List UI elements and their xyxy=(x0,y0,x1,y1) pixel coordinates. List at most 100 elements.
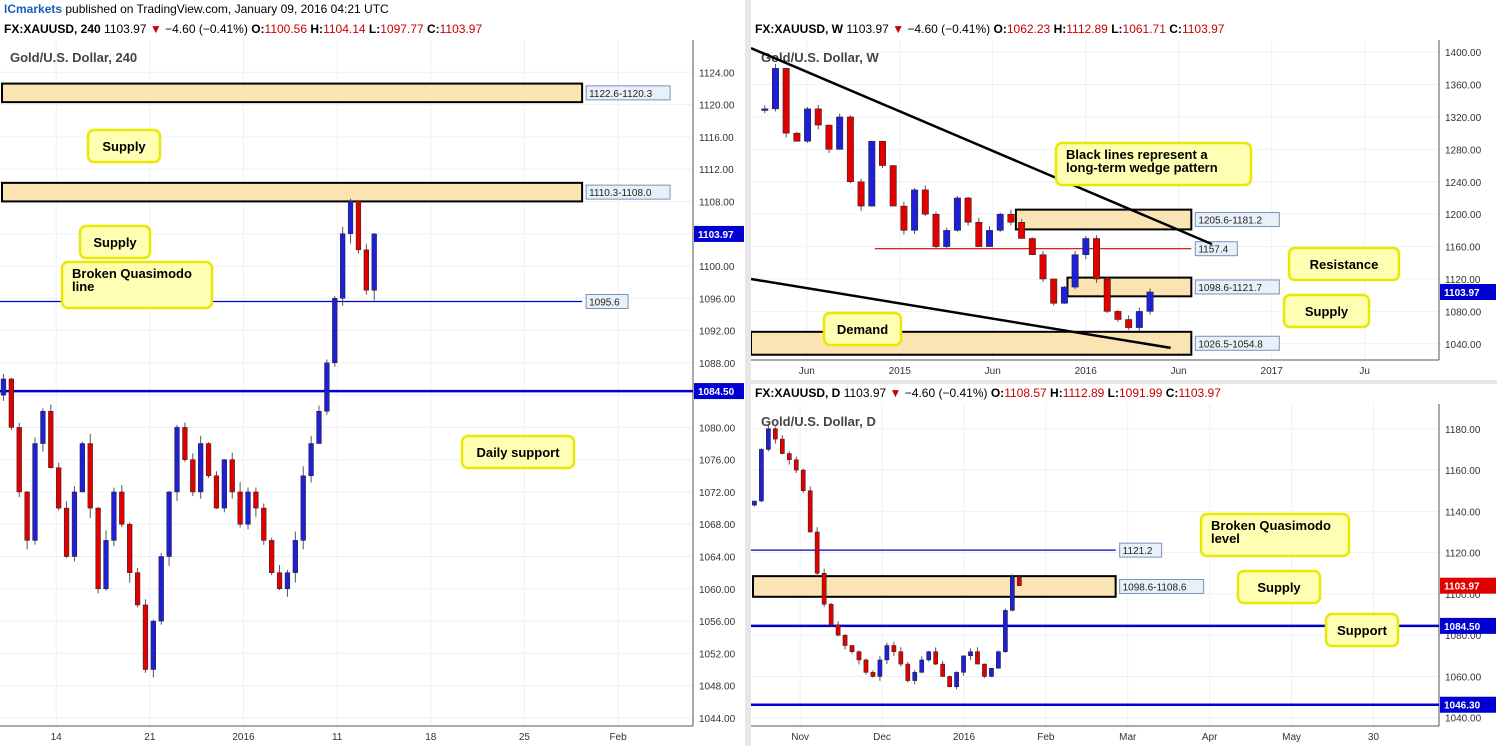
chart-canvas-h4[interactable]: 14 21 2016 11 18 25 Feb 1044.00 1048.00 1052.00 10… xyxy=(0,40,745,746)
candle-body xyxy=(1010,577,1015,611)
zone-label-box xyxy=(585,184,671,200)
candle-body xyxy=(308,443,314,477)
candle-body xyxy=(371,233,377,291)
candle-body xyxy=(961,655,966,673)
close-value: 1103.97 xyxy=(439,22,483,36)
y-tick-label: 1180.00 xyxy=(1445,425,1481,436)
publisher-text: published on TradingView.com, January 09… xyxy=(65,2,389,16)
y-tick-label: 1200.00 xyxy=(1445,210,1482,221)
candle-body xyxy=(292,540,298,573)
x-tick-label: 14 xyxy=(51,732,63,743)
zone-label: 1098.6-1108.6 xyxy=(1123,582,1187,593)
y-tick-label: 1240.00 xyxy=(1445,178,1482,189)
publisher-brand[interactable]: ICmarkets xyxy=(4,2,63,16)
symbol-header-h4: FX:XAUUSD, 240 1103.97 ▼ −4.60 (−0.41%) … xyxy=(4,22,483,36)
panel-divider-horizontal[interactable] xyxy=(751,380,1497,384)
candle-body xyxy=(804,108,812,142)
zone-box xyxy=(1,181,584,203)
candle-body xyxy=(877,659,883,677)
candle-body xyxy=(1103,278,1111,312)
zone-label: 1205.6-1181.2 xyxy=(1198,216,1262,227)
price-change: −4.60 (−0.41%) xyxy=(907,22,991,36)
x-tick-label: Mar xyxy=(1119,732,1137,743)
candle-body xyxy=(340,233,346,299)
callout-box xyxy=(460,434,576,470)
callout-text: Broken Quasimodo xyxy=(72,266,192,281)
candle-body xyxy=(842,634,848,646)
x-tick-label: 2016 xyxy=(232,732,255,743)
symbol-header-daily: FX:XAUUSD, D 1103.97 ▼ −4.60 (−0.41%) O:… xyxy=(755,386,1221,400)
chart-panel-h4[interactable]: FX:XAUUSD, 240 1103.97 ▼ −4.60 (−0.41%) … xyxy=(0,20,745,746)
candle-body xyxy=(347,201,354,234)
level-axis-badge-text: 1084.50 xyxy=(1444,622,1481,633)
candle-body xyxy=(900,205,908,231)
y-tick-label: 1064.00 xyxy=(699,553,736,564)
callout-text: long-term wedge pattern xyxy=(1066,160,1218,175)
candle-body xyxy=(63,507,70,557)
candle-body xyxy=(863,659,869,673)
candle-body xyxy=(911,189,919,231)
candle-body xyxy=(56,467,62,509)
chart-panel-weekly[interactable]: FX:XAUUSD, W 1103.97 ▼ −4.60 (−0.41%) O:… xyxy=(751,20,1497,380)
candle-body xyxy=(968,651,973,657)
y-tick-label: 1048.00 xyxy=(699,682,736,693)
chart-canvas-weekly[interactable]: Jun 2015 Jun 2016 Jun 2017 Ju 1040.00 1080.00 112… xyxy=(751,40,1497,380)
candle-body xyxy=(1082,238,1090,255)
zone-label-box xyxy=(1194,212,1280,228)
chart-panel-daily[interactable]: FX:XAUUSD, D 1103.97 ▼ −4.60 (−0.41%) O:… xyxy=(751,384,1497,746)
y-tick-label: 1056.00 xyxy=(699,617,736,628)
level-label: 1121.2 xyxy=(1123,546,1153,557)
candle-body xyxy=(836,116,844,150)
chart-canvas-daily[interactable]: Nov Dec 2016 Feb Mar Apr May 30 1040.00 1060.00 10… xyxy=(751,404,1497,746)
zone-box xyxy=(1014,208,1193,231)
callout-box xyxy=(1054,141,1253,187)
candle-body xyxy=(786,453,792,460)
candle-body xyxy=(95,507,101,590)
candle-body xyxy=(912,672,918,681)
last-price: 1103.97 xyxy=(846,22,889,36)
candle-body xyxy=(814,108,822,126)
candle-body xyxy=(868,141,876,207)
y-tick-label: 1068.00 xyxy=(699,520,736,531)
candle-body xyxy=(793,459,799,471)
candle-body xyxy=(158,556,164,622)
y-tick-label: 1044.00 xyxy=(699,714,736,725)
candle-body xyxy=(828,603,834,626)
x-tick-label: 21 xyxy=(144,732,156,743)
candle-body xyxy=(996,213,1004,231)
level-axis-badge-text: 1046.30 xyxy=(1444,701,1481,712)
candle-body xyxy=(190,459,196,493)
zone-label-box xyxy=(1194,335,1280,351)
callout-text: Broken Quasimodo xyxy=(1211,518,1331,533)
candle-body xyxy=(759,449,764,502)
y-tick-label: 1060.00 xyxy=(699,585,736,596)
down-arrow-icon: ▼ xyxy=(149,22,162,36)
zone-label-box xyxy=(1194,279,1280,295)
candle-body xyxy=(766,428,771,450)
low-value: 1061.71 xyxy=(1122,22,1166,36)
down-arrow-icon: ▼ xyxy=(889,386,902,400)
candle-body xyxy=(1007,213,1015,223)
candle-body xyxy=(779,438,785,454)
candle-body xyxy=(773,428,778,440)
candle-body xyxy=(975,651,980,665)
panel-divider-vertical[interactable] xyxy=(745,0,751,746)
callout-box xyxy=(1282,293,1371,329)
zone-label: 1110.3-1108.0 xyxy=(589,188,652,199)
zone-label: 1026.5-1054.8 xyxy=(1198,339,1263,350)
candle-body xyxy=(261,507,267,541)
callout-text: Support xyxy=(1337,623,1387,638)
callout-text: Resistance xyxy=(1310,257,1379,272)
candle-body xyxy=(891,645,897,652)
callout-box xyxy=(1236,569,1322,605)
y-tick-label: 1160.00 xyxy=(1445,243,1481,254)
level-axis-badge-text: 1084.50 xyxy=(698,387,735,398)
callout-text: Black lines represent a xyxy=(1066,147,1208,162)
open-value: 1100.56 xyxy=(264,22,308,36)
symbol-label: FX:XAUUSD, 240 xyxy=(4,22,101,36)
candle-body xyxy=(835,624,841,636)
candle-body xyxy=(953,197,961,231)
callout-box xyxy=(86,128,162,164)
y-tick-label: 1400.00 xyxy=(1445,48,1482,59)
price-change: −4.60 (−0.41%) xyxy=(165,22,248,36)
